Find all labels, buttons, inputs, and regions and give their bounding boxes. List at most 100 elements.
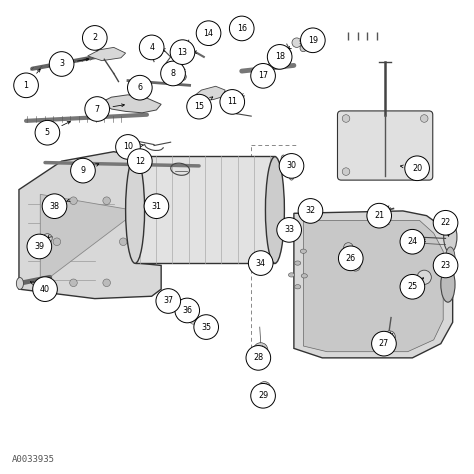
Circle shape — [229, 16, 254, 41]
Circle shape — [33, 277, 57, 301]
Text: 39: 39 — [34, 242, 45, 251]
Circle shape — [175, 298, 200, 323]
Circle shape — [384, 331, 395, 342]
Ellipse shape — [287, 223, 296, 229]
Text: A0033935: A0033935 — [12, 455, 55, 464]
Circle shape — [298, 199, 323, 223]
Text: 4: 4 — [149, 43, 154, 52]
Ellipse shape — [444, 222, 457, 252]
Ellipse shape — [189, 305, 195, 311]
Text: 14: 14 — [203, 29, 214, 37]
Text: 10: 10 — [123, 143, 133, 151]
Circle shape — [433, 210, 458, 235]
Ellipse shape — [281, 155, 286, 163]
Circle shape — [139, 35, 164, 60]
Circle shape — [420, 168, 428, 175]
Polygon shape — [303, 220, 443, 352]
Circle shape — [267, 45, 292, 69]
Circle shape — [151, 46, 162, 58]
Circle shape — [70, 279, 77, 287]
Circle shape — [161, 61, 185, 86]
Circle shape — [179, 73, 186, 81]
Text: 16: 16 — [237, 24, 247, 33]
Ellipse shape — [294, 261, 301, 265]
Ellipse shape — [286, 164, 291, 172]
Text: 5: 5 — [45, 128, 50, 137]
Polygon shape — [19, 152, 161, 299]
Circle shape — [251, 64, 275, 88]
Circle shape — [119, 238, 127, 246]
Circle shape — [128, 149, 152, 173]
Text: 28: 28 — [253, 354, 264, 362]
Circle shape — [351, 262, 360, 271]
Circle shape — [400, 229, 425, 254]
Circle shape — [372, 331, 396, 356]
Ellipse shape — [288, 273, 294, 277]
Text: 22: 22 — [440, 219, 451, 227]
Text: 6: 6 — [137, 83, 142, 92]
Circle shape — [43, 234, 52, 243]
Ellipse shape — [126, 156, 145, 263]
Text: 35: 35 — [201, 323, 211, 331]
Circle shape — [156, 289, 181, 313]
Text: 19: 19 — [308, 36, 318, 45]
Polygon shape — [40, 194, 137, 284]
Circle shape — [254, 343, 268, 357]
Text: 30: 30 — [286, 162, 297, 170]
Text: 33: 33 — [284, 226, 294, 234]
Circle shape — [70, 197, 77, 204]
Circle shape — [420, 115, 428, 122]
Circle shape — [49, 52, 74, 76]
Circle shape — [71, 158, 95, 183]
Text: 2: 2 — [92, 34, 97, 42]
Ellipse shape — [265, 156, 284, 263]
Ellipse shape — [171, 296, 178, 301]
Ellipse shape — [16, 278, 23, 289]
Circle shape — [196, 21, 221, 46]
Circle shape — [433, 253, 458, 278]
Text: 32: 32 — [305, 207, 316, 215]
Ellipse shape — [177, 303, 183, 309]
Ellipse shape — [294, 284, 301, 289]
Text: 9: 9 — [81, 166, 85, 175]
Circle shape — [347, 252, 356, 262]
Text: 31: 31 — [151, 202, 162, 210]
Circle shape — [279, 154, 304, 178]
FancyBboxPatch shape — [135, 156, 275, 263]
Text: 26: 26 — [346, 254, 356, 263]
Text: 15: 15 — [194, 102, 204, 111]
Polygon shape — [294, 211, 453, 358]
Circle shape — [248, 251, 273, 275]
Circle shape — [194, 315, 219, 339]
Text: 13: 13 — [177, 48, 188, 56]
Circle shape — [14, 73, 38, 98]
Ellipse shape — [305, 208, 309, 215]
Circle shape — [378, 205, 390, 217]
Ellipse shape — [203, 321, 210, 327]
Text: 36: 36 — [182, 306, 192, 315]
Circle shape — [405, 156, 429, 181]
Circle shape — [257, 253, 272, 268]
Circle shape — [417, 270, 431, 284]
Circle shape — [103, 279, 110, 287]
Circle shape — [251, 383, 275, 408]
Circle shape — [82, 26, 107, 50]
Text: 24: 24 — [407, 237, 418, 246]
Text: 7: 7 — [95, 105, 100, 113]
Circle shape — [116, 135, 140, 159]
Text: 18: 18 — [274, 53, 285, 61]
Circle shape — [344, 243, 353, 252]
Circle shape — [35, 120, 60, 145]
Text: 1: 1 — [24, 81, 28, 90]
Text: 38: 38 — [49, 202, 60, 210]
Text: 20: 20 — [412, 164, 422, 173]
Circle shape — [301, 28, 325, 53]
Text: 11: 11 — [227, 98, 237, 106]
Circle shape — [400, 274, 425, 299]
Circle shape — [85, 97, 109, 121]
Ellipse shape — [301, 274, 307, 278]
Circle shape — [187, 94, 211, 119]
Circle shape — [342, 115, 350, 122]
Circle shape — [144, 194, 169, 219]
Text: 34: 34 — [255, 259, 266, 267]
